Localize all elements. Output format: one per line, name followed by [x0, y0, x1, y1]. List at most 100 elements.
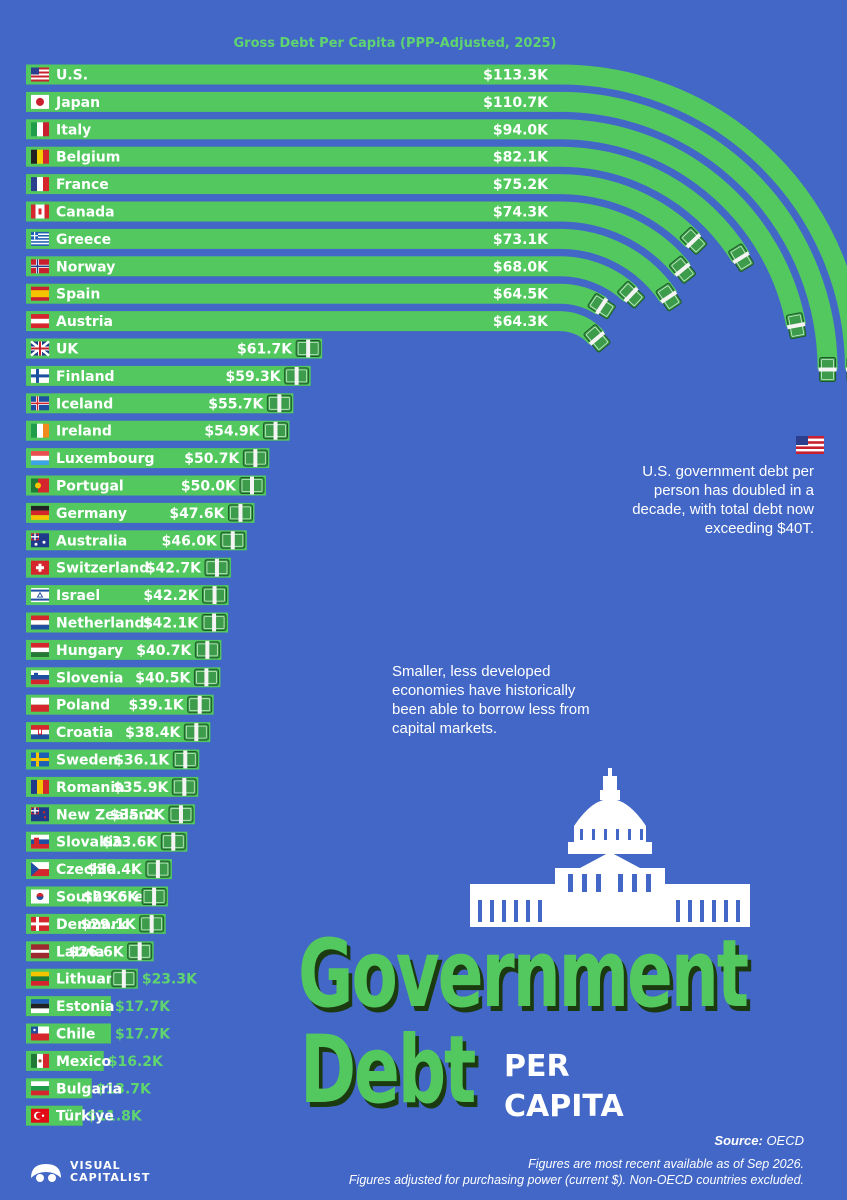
flag-16 — [31, 505, 49, 520]
country-label-1: Japan — [55, 95, 100, 111]
bar-30 — [26, 886, 169, 907]
country-label-9: Austria — [56, 314, 113, 330]
flag-15 — [31, 478, 49, 493]
flag-26 — [31, 779, 49, 794]
source-label: Source: — [714, 1133, 763, 1148]
flag-32 — [31, 944, 49, 959]
value-label-31: $29.1K — [81, 917, 137, 933]
flag-2 — [31, 122, 49, 137]
flag-7 — [31, 259, 49, 274]
value-label-1: $110.7K — [483, 95, 549, 111]
money-stack-24 — [183, 723, 209, 742]
bar-10 — [26, 338, 323, 359]
bar-27 — [26, 804, 195, 825]
headline-per: PER — [504, 1049, 570, 1084]
money-stack-5 — [669, 255, 696, 284]
flag-4 — [31, 177, 49, 192]
value-label-30: $29.6K — [83, 890, 139, 906]
bar-29 — [26, 859, 172, 880]
money-stack-15 — [239, 476, 265, 495]
country-label-30: South Korea — [56, 890, 153, 906]
money-stack-10 — [295, 339, 321, 358]
country-label-13: Ireland — [56, 424, 112, 440]
country-label-0: U.S. — [56, 68, 88, 84]
bar-33 — [26, 968, 138, 989]
money-stack-8 — [587, 293, 616, 320]
flag-36 — [31, 1053, 49, 1068]
money-stack-12 — [266, 394, 292, 413]
country-label-2: Italy — [56, 122, 91, 138]
value-label-35: $17.7K — [115, 1027, 171, 1043]
flag-0 — [31, 67, 49, 82]
value-label-23: $39.1K — [129, 698, 185, 714]
value-label-2: $94.0K — [493, 122, 549, 138]
country-label-7: Norway — [56, 259, 115, 275]
bar-15 — [26, 475, 266, 496]
value-label-21: $40.7K — [136, 643, 192, 659]
value-label-33: $23.3K — [142, 972, 198, 988]
country-label-21: Hungary — [56, 643, 123, 659]
money-stack-20 — [201, 613, 227, 632]
country-label-38: Türkiye — [56, 1109, 114, 1125]
country-label-36: Mexico — [56, 1054, 112, 1070]
brand-line-2: CAPITALIST — [70, 1171, 151, 1184]
bar-arc-5 — [558, 201, 691, 277]
money-stack-22 — [193, 668, 219, 687]
flag-38 — [31, 1108, 49, 1123]
money-stack-2 — [785, 312, 807, 340]
value-label-15: $50.0K — [181, 479, 237, 495]
bar-9 — [26, 311, 560, 332]
money-stack-17 — [220, 531, 246, 550]
value-label-16: $47.6K — [169, 506, 225, 522]
flag-9 — [31, 314, 49, 329]
bar-26 — [26, 776, 199, 797]
value-label-4: $75.2K — [493, 177, 549, 193]
bar-arc-4 — [558, 174, 701, 248]
value-label-36: $16.2K — [108, 1054, 164, 1070]
money-stack-32 — [127, 942, 153, 961]
value-label-12: $55.7K — [208, 396, 264, 412]
money-stack-26 — [171, 777, 197, 796]
flag-8 — [31, 286, 49, 301]
bar-28 — [26, 831, 188, 852]
bar-1 — [26, 91, 560, 112]
flag-22 — [31, 670, 49, 685]
value-label-7: $68.0K — [493, 259, 549, 275]
source-line: Source: OECD — [714, 1133, 804, 1148]
flag-23 — [31, 697, 49, 712]
flag-5 — [31, 204, 49, 219]
brand-mark-icon — [31, 1164, 61, 1182]
value-label-37: $13.7K — [96, 1081, 152, 1097]
bar-32 — [26, 941, 154, 962]
bar-arc-2 — [558, 119, 807, 328]
bar-arc-1 — [558, 91, 838, 370]
country-label-22: Slovenia — [56, 670, 123, 686]
bar-arc-3 — [558, 146, 750, 264]
country-label-12: Iceland — [56, 396, 113, 412]
bar-4 — [26, 174, 560, 195]
country-label-25: Sweden — [56, 753, 118, 769]
bar-23 — [26, 694, 214, 715]
country-label-6: Greece — [56, 232, 111, 248]
value-label-24: $38.4K — [125, 725, 181, 741]
value-label-28: $33.6K — [102, 835, 158, 851]
country-label-34: Estonia — [56, 999, 114, 1015]
bar-8 — [26, 283, 560, 304]
value-label-29: $30.4K — [87, 862, 143, 878]
country-label-29: Czechia — [56, 862, 116, 878]
money-stack-33 — [111, 969, 137, 988]
bar-arc-6 — [558, 228, 678, 303]
bar-0 — [26, 64, 560, 85]
money-stack-25 — [172, 750, 198, 769]
money-stack-11 — [284, 366, 310, 385]
country-label-32: Latvia — [56, 944, 104, 960]
country-label-4: France — [56, 177, 109, 193]
flag-35 — [31, 1026, 49, 1041]
money-stack-27 — [168, 805, 194, 824]
headline-debt: Debt — [300, 1016, 476, 1125]
flag-14 — [31, 451, 49, 466]
flag-30 — [31, 889, 49, 904]
flag-20 — [31, 615, 49, 630]
us-debt-note: U.S. government debt per person has doub… — [632, 463, 814, 537]
